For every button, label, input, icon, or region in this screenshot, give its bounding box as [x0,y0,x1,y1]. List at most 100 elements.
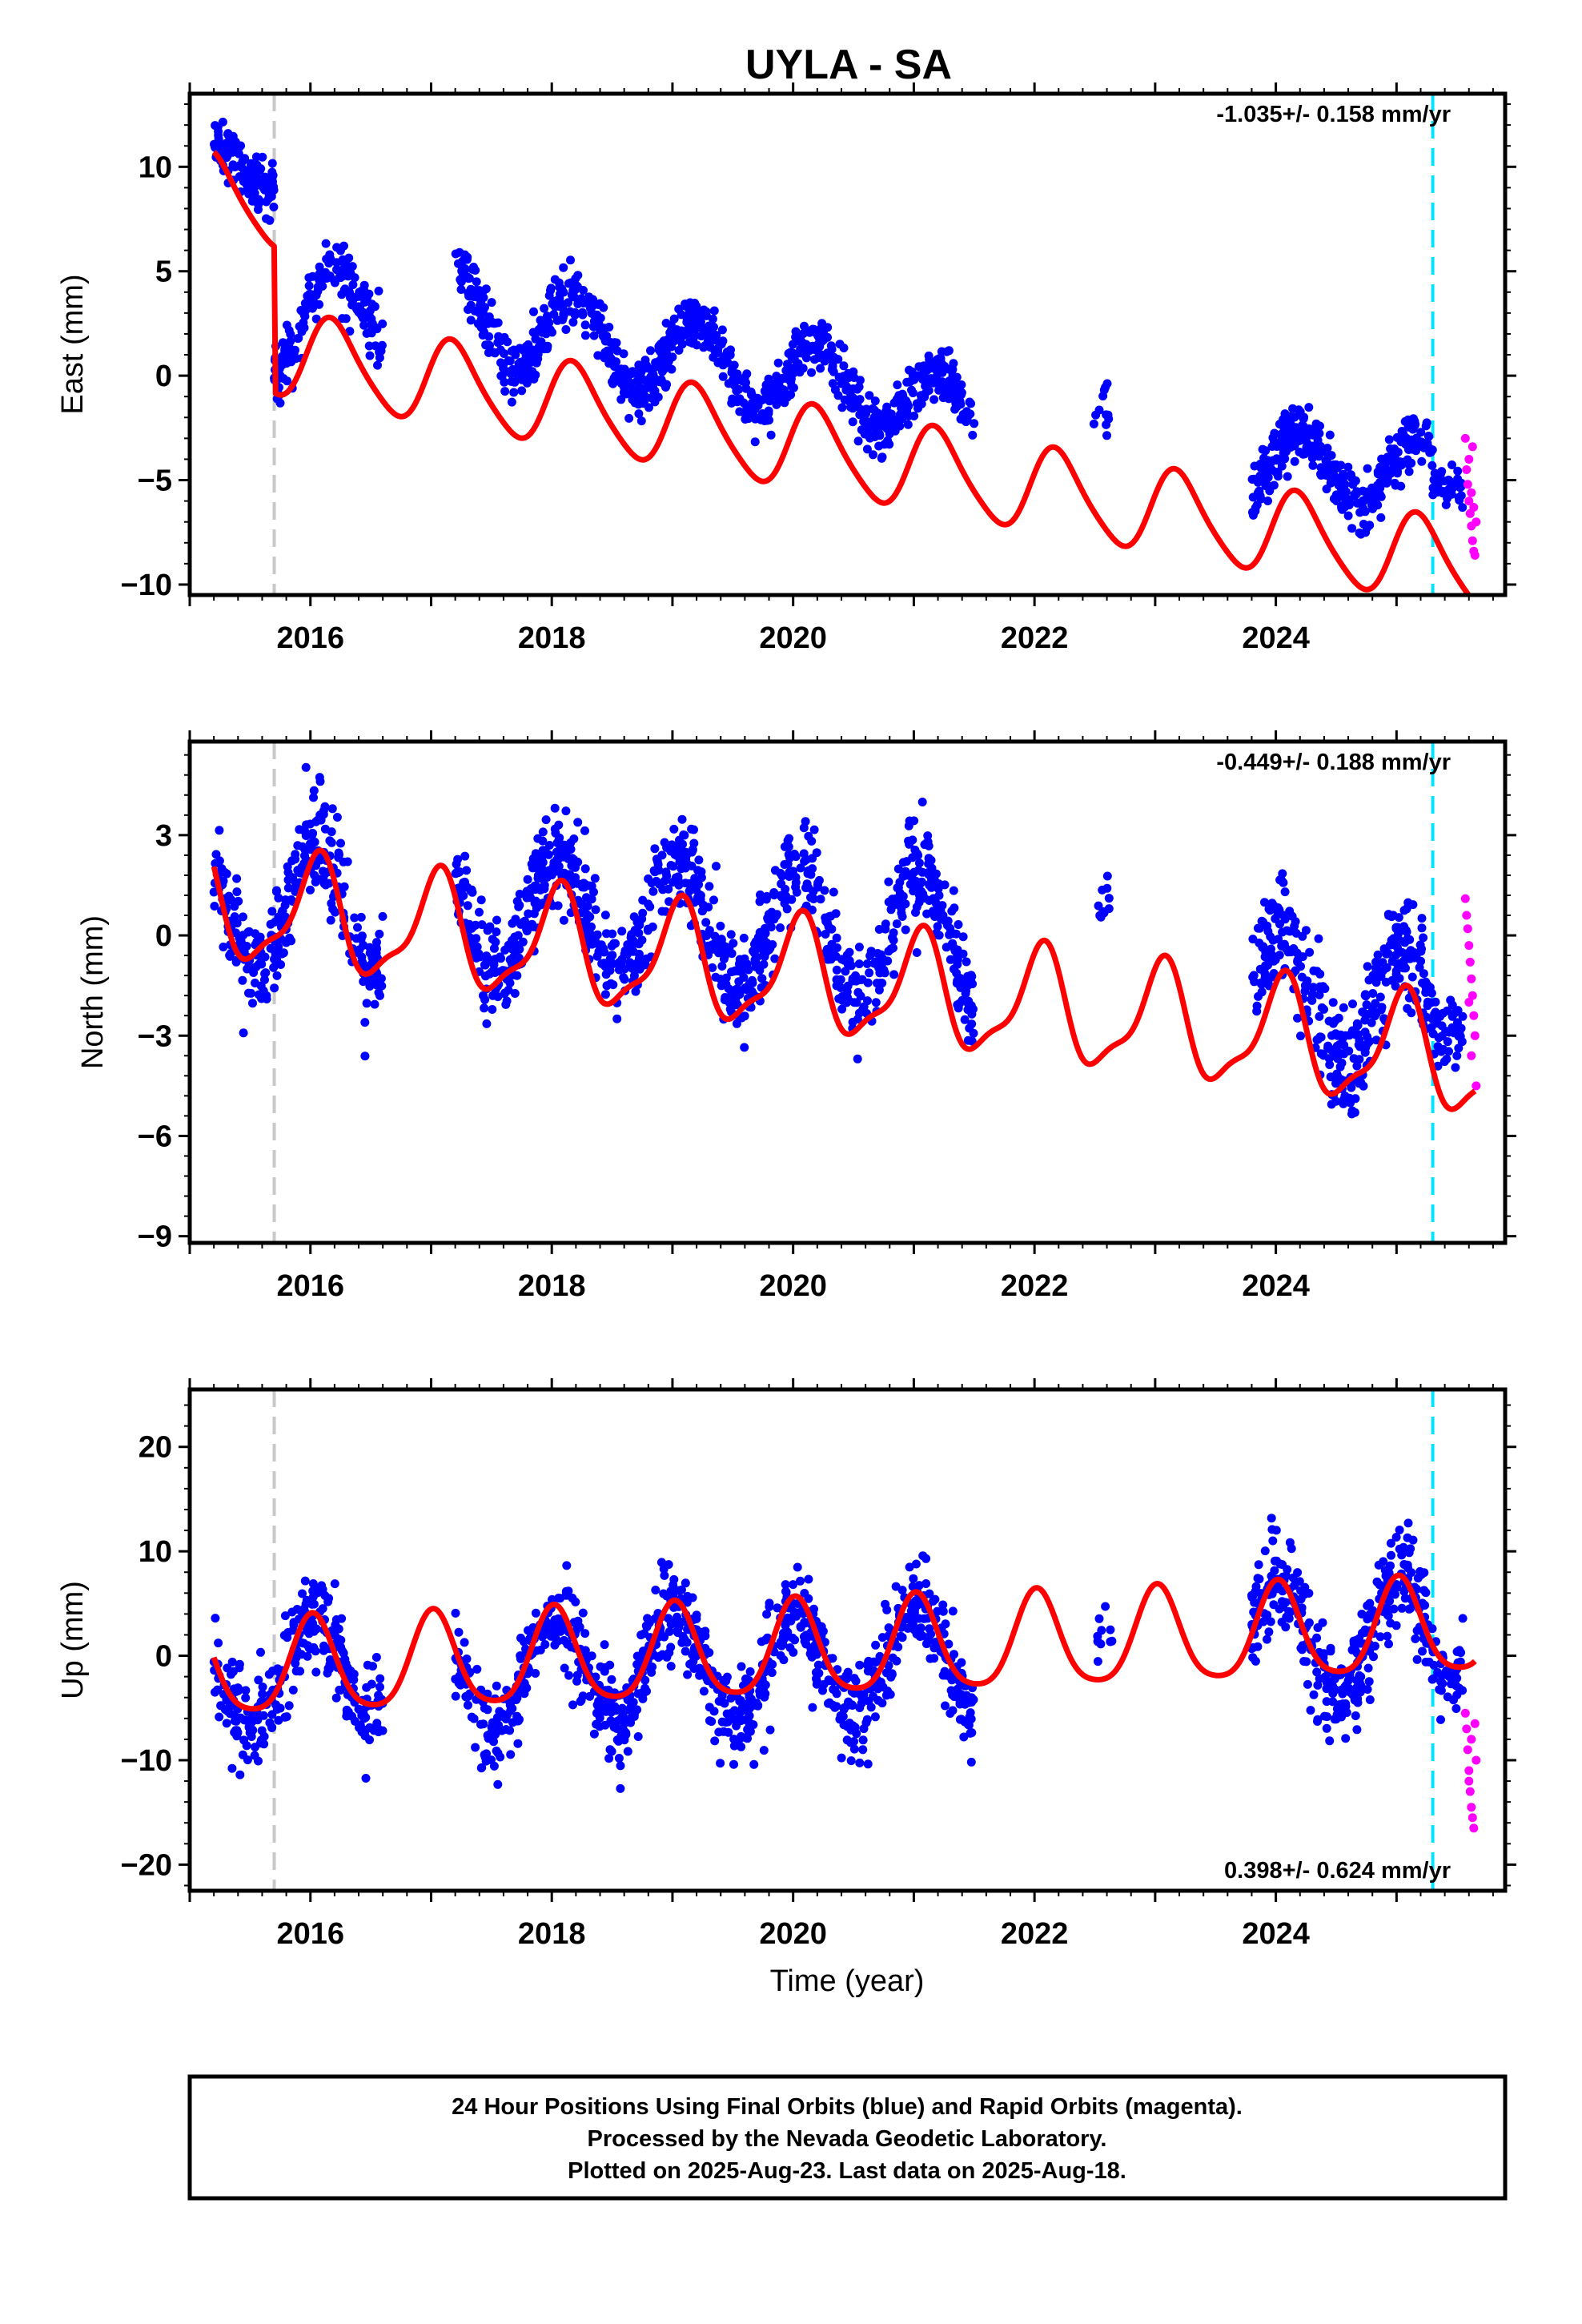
east-final-orbit-point [777,384,786,394]
east-final-orbit-point [669,314,679,324]
east-final-orbit-point [807,368,816,377]
east-final-orbit-point [242,180,251,190]
east-final-orbit-point [674,304,684,314]
east-final-orbit-point [1447,460,1456,469]
up-final-orbit-point [705,1703,714,1712]
up-final-orbit-point [729,1741,739,1751]
north-final-orbit-point [1370,970,1379,979]
up-final-orbit-point [620,1719,629,1728]
north-final-orbit-point [372,938,381,947]
east-final-orbit-point [1316,469,1325,479]
north-final-orbit-point [827,939,837,949]
up-final-orbit-point [906,1606,916,1616]
east-final-orbit-point [564,298,573,308]
up-final-orbit-point [808,1703,817,1712]
east-xtick-label: 2018 [518,621,586,655]
east-final-orbit-point [1373,467,1383,476]
east-final-orbit-point [1391,480,1400,490]
east-final-orbit-point [833,355,843,364]
north-final-orbit-point [370,949,379,959]
east-final-orbit-point [1290,412,1299,422]
up-final-orbit-point [632,1659,642,1669]
up-final-orbit-point [941,1671,950,1680]
north-final-orbit-point [961,989,970,999]
up-final-orbit-point [243,1755,252,1765]
up-final-orbit-point [297,1638,307,1647]
east-final-orbit-point [544,291,554,300]
east-final-orbit-point [1355,498,1364,508]
east-final-orbit-point [264,185,274,195]
east-final-orbit-point [1340,486,1349,496]
north-final-orbit-point [1271,914,1280,923]
north-final-orbit-point [488,1005,497,1014]
north-final-orbit-point [222,869,231,879]
up-final-orbit-point [229,1684,239,1694]
north-final-orbit-point [816,895,825,904]
east-final-orbit-point [1448,480,1457,489]
north-final-orbit-point [965,1023,974,1033]
east-rapid-orbit-point [1472,517,1481,527]
east-final-orbit-point [784,348,793,358]
east-plot-area [210,94,1481,595]
up-final-orbit-point [623,1747,632,1756]
east-final-orbit-point [624,413,634,423]
east-final-orbit-point [885,440,894,449]
north-final-orbit-point [608,939,618,949]
up-final-orbit-point [248,1725,258,1735]
east-ytick-label: 10 [139,151,172,184]
up-final-orbit-point [869,1657,878,1667]
up-final-orbit-point [800,1589,809,1598]
east-final-orbit-point [594,320,604,329]
north-final-orbit-point [953,1000,962,1010]
east-final-orbit-point [477,287,487,297]
north-final-orbit-point [504,985,513,995]
north-final-orbit-point [968,979,978,989]
north-final-orbit-point [953,959,962,969]
up-final-orbit-point [554,1594,564,1602]
north-final-orbit-point [637,935,647,945]
north-final-orbit-point [293,841,303,850]
north-final-orbit-point [468,887,477,897]
up-final-orbit-point [482,1749,491,1759]
north-final-orbit-point [254,959,263,969]
north-rapid-orbit-point [1467,974,1476,983]
east-final-orbit-point [593,313,603,323]
up-final-orbit-point [1391,1533,1401,1542]
up-final-orbit-point [241,1686,251,1695]
north-final-orbit-point [1289,945,1299,955]
up-final-orbit-point [548,1621,558,1630]
north-final-orbit-point [820,886,829,895]
north-rapid-orbit-point [1462,911,1472,920]
north-final-orbit-point [735,990,745,999]
north-final-orbit-point [905,816,914,826]
north-final-orbit-point [1419,933,1428,943]
up-final-orbit-point [855,1758,865,1767]
east-final-orbit-point [1327,451,1336,460]
east-final-orbit-point [903,420,913,429]
north-final-orbit-point [643,926,652,935]
up-final-orbit-point [941,1701,950,1711]
up-final-orbit-point [222,1719,231,1728]
up-final-orbit-point [375,1674,385,1683]
north-final-orbit-point [210,902,219,911]
east-final-orbit-point [657,367,667,376]
north-final-orbit-point [238,975,247,985]
east-final-orbit-point [1255,486,1264,496]
north-final-orbit-point [515,890,524,899]
north-final-orbit-point [1403,1003,1412,1013]
north-final-orbit-point [230,912,239,922]
up-final-orbit-point [832,1689,841,1699]
north-final-orbit-point [550,824,560,834]
up-final-orbit-point [600,1720,610,1730]
up-final-orbit-point [600,1640,609,1650]
east-final-orbit-point [218,117,227,127]
up-final-orbit-point [572,1676,581,1686]
up-final-orbit-point [688,1593,697,1602]
up-final-orbit-point [604,1754,614,1763]
north-final-orbit-point [474,951,484,961]
north-final-orbit-point [756,890,765,899]
up-final-orbit-point [759,1746,769,1755]
east-final-orbit-point [359,320,369,330]
up-final-orbit-point [359,1714,369,1723]
